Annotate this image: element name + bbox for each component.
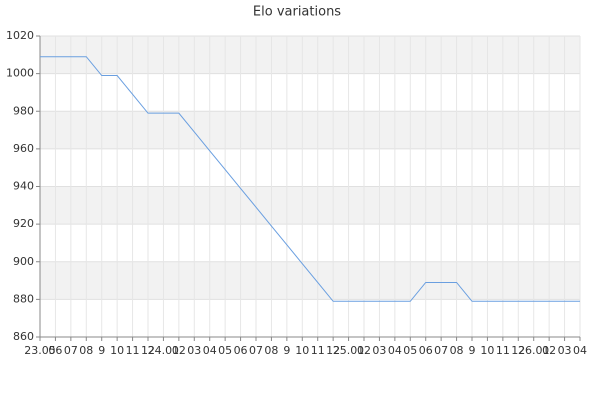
y-tick-label: 880: [13, 292, 34, 305]
x-tick-label: 25.01: [333, 344, 365, 357]
x-tick-label: 24.01: [148, 344, 180, 357]
x-tick-label: 06: [48, 344, 62, 357]
x-tick-label: 10: [295, 344, 309, 357]
grid-band: [40, 261, 580, 300]
x-tick-label: 03: [187, 344, 201, 357]
x-tick-label: 02: [172, 344, 186, 357]
x-tick-label: 04: [203, 344, 217, 357]
x-tick-label: 07: [434, 344, 448, 357]
x-tick-label: 04: [388, 344, 402, 357]
x-tick-label: 9: [283, 344, 290, 357]
x-tick-label: 23.05: [24, 344, 56, 357]
x-tick-label: 03: [372, 344, 386, 357]
x-tick-label: 26.01: [518, 344, 550, 357]
chart-title: Elo variations: [253, 5, 341, 20]
y-tick-label: 960: [13, 142, 34, 155]
grid-band: [40, 186, 580, 225]
x-tick-label: 03: [558, 344, 572, 357]
x-tick-label: 07: [64, 344, 78, 357]
line: [40, 56, 580, 302]
y-tick-label: 1020: [6, 29, 34, 42]
x-tick-label: 06: [234, 344, 248, 357]
x-tick-label: 04: [573, 344, 587, 357]
y-tick-label: 860: [13, 330, 34, 343]
y-tick-label: 920: [13, 217, 34, 230]
x-tick-label: 10: [110, 344, 124, 357]
x-tick-label: 9: [98, 344, 105, 357]
y-tick-label: 1000: [6, 67, 34, 80]
x-tick-label: 02: [542, 344, 556, 357]
x-tick-label: 12: [141, 344, 155, 357]
x-tick-label: 11: [496, 344, 510, 357]
x-tick-label: 07: [249, 344, 263, 357]
x-tick-label: 12: [326, 344, 340, 357]
x-tick-label: 08: [79, 344, 93, 357]
x-tick-label: 05: [403, 344, 417, 357]
grid-band: [40, 36, 580, 74]
y-tick-label: 940: [13, 180, 34, 193]
x-tick-label: 06: [419, 344, 433, 357]
x-tick-label: 11: [126, 344, 140, 357]
x-tick-label: 02: [357, 344, 371, 357]
y-tick-label: 980: [13, 104, 34, 117]
y-tick-label: 900: [13, 255, 34, 268]
x-tick-label: 08: [450, 344, 464, 357]
x-tick-label: 05: [218, 344, 232, 357]
x-tick-label: 9: [469, 344, 476, 357]
x-tick-label: 12: [511, 344, 525, 357]
x-tick-label: 10: [480, 344, 494, 357]
x-tick-label: 11: [311, 344, 325, 357]
x-tick-label: 08: [264, 344, 278, 357]
grid-band: [40, 111, 580, 149]
